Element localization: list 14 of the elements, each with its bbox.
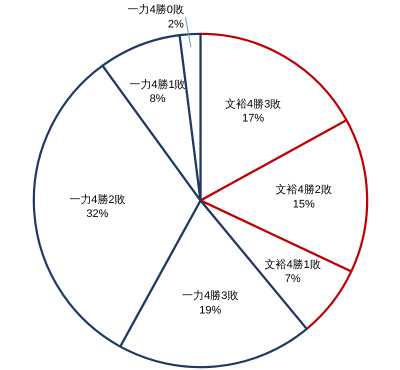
data-label: 15%	[292, 198, 316, 210]
slice-label: 文裕4勝3敗	[224, 97, 282, 110]
slice-label: 文裕4勝2敗	[276, 183, 332, 196]
data-label: 8%	[150, 93, 166, 106]
data-label: 2%	[168, 18, 184, 30]
slice-label: 文裕4勝1敗	[264, 258, 321, 271]
slice-label: 一力4勝0敗	[128, 2, 184, 16]
slice-label: 一力4勝1敗	[129, 78, 186, 91]
data-label: 32%	[86, 208, 109, 220]
data-label: 7%	[284, 273, 301, 286]
data-label: 19%	[199, 304, 222, 317]
data-label: 17%	[242, 112, 264, 125]
slice-label: 一力4勝2敗	[69, 192, 126, 206]
slice-label: 一力4勝3敗	[182, 289, 238, 302]
